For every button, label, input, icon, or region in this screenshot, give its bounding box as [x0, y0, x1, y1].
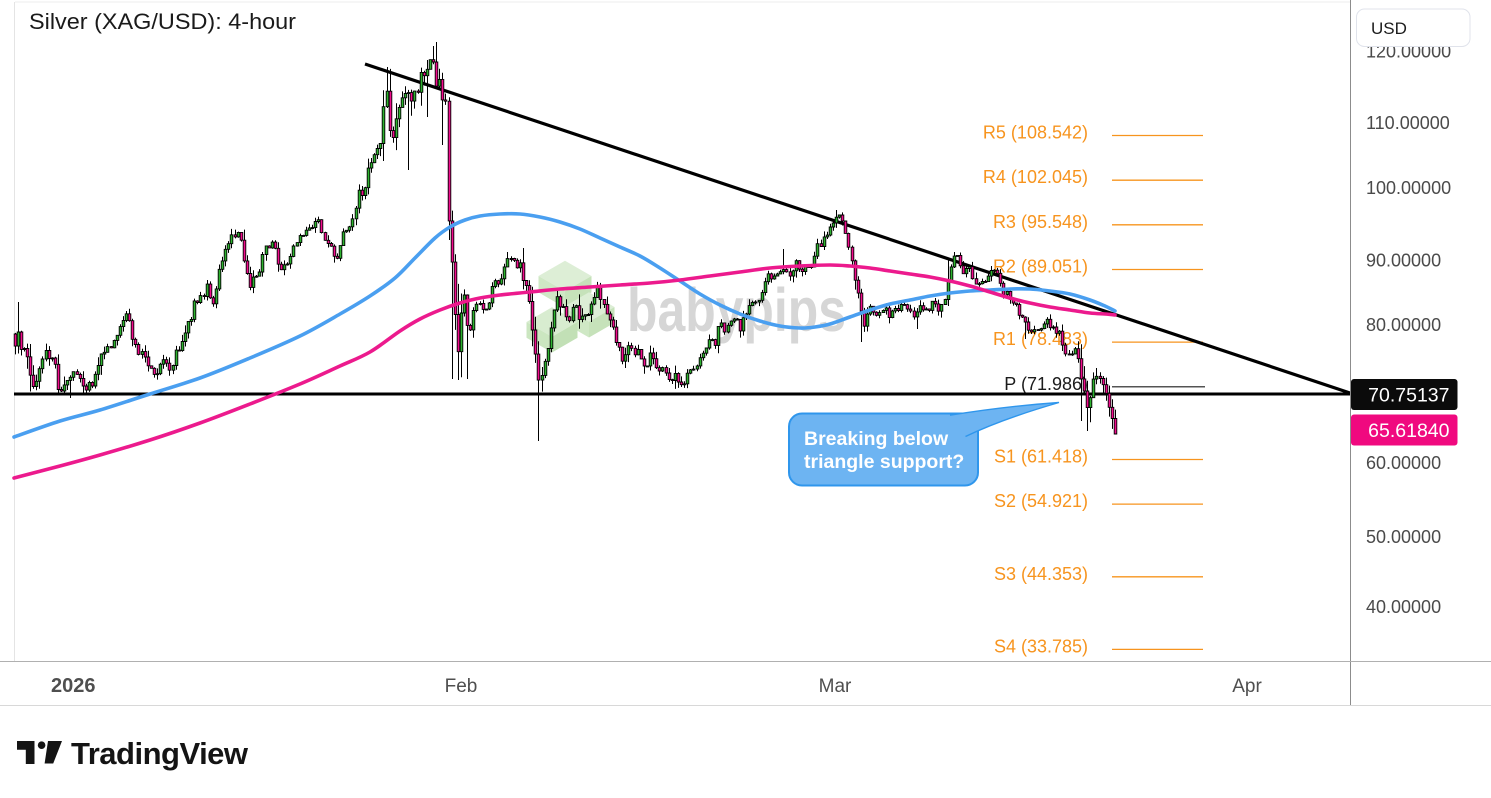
- svg-text:R3 (95.548): R3 (95.548): [993, 212, 1088, 232]
- svg-text:Breaking below: Breaking below: [804, 428, 949, 450]
- svg-text:S3 (44.353): S3 (44.353): [994, 564, 1088, 584]
- svg-text:R4 (102.045): R4 (102.045): [983, 167, 1088, 187]
- svg-text:110.00000: 110.00000: [1366, 113, 1450, 133]
- svg-text:R1 (78.483): R1 (78.483): [993, 329, 1088, 349]
- svg-text:100.00000: 100.00000: [1366, 178, 1451, 198]
- svg-text:65.61840: 65.61840: [1368, 420, 1449, 442]
- svg-text:TradingView: TradingView: [71, 736, 249, 771]
- svg-text:40.00000: 40.00000: [1366, 597, 1441, 617]
- svg-text:Feb: Feb: [445, 676, 478, 697]
- svg-text:R5 (108.542): R5 (108.542): [983, 123, 1088, 143]
- svg-text:USD: USD: [1371, 19, 1407, 38]
- svg-text:60.00000: 60.00000: [1366, 453, 1441, 473]
- svg-text:babypips: babypips: [627, 276, 846, 344]
- svg-text:S4 (33.785): S4 (33.785): [994, 636, 1088, 656]
- svg-text:Apr: Apr: [1232, 676, 1262, 697]
- svg-text:triangle support?: triangle support?: [804, 451, 964, 473]
- svg-text:2026: 2026: [51, 675, 96, 697]
- svg-text:S1 (61.418): S1 (61.418): [994, 447, 1088, 467]
- svg-text:P (71.986): P (71.986): [1004, 374, 1088, 394]
- svg-text:S2 (54.921): S2 (54.921): [994, 491, 1088, 511]
- svg-text:70.75137: 70.75137: [1368, 385, 1449, 407]
- svg-text:50.00000: 50.00000: [1366, 527, 1441, 547]
- svg-text:80.00000: 80.00000: [1366, 315, 1441, 335]
- svg-text:R2 (89.051): R2 (89.051): [993, 257, 1088, 277]
- svg-text:Silver (XAG/USD): 4-hour: Silver (XAG/USD): 4-hour: [29, 9, 296, 34]
- svg-text:90.00000: 90.00000: [1366, 251, 1441, 271]
- svg-text:Mar: Mar: [819, 676, 852, 697]
